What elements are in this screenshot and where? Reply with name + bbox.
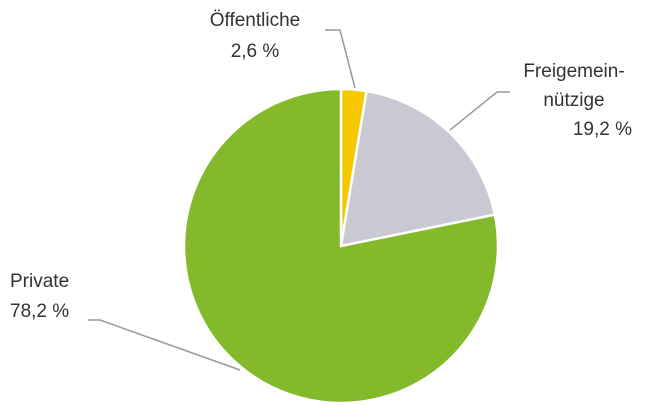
category-label: Freigemein-nützige [523, 61, 625, 111]
category-label: Öffentliche [209, 10, 301, 31]
value-label: 19,2 % [572, 119, 632, 140]
pie-slice [339, 89, 497, 248]
value-label: 78,2 % [10, 301, 70, 322]
leader-line [88, 319, 241, 371]
leader-line [325, 29, 356, 89]
value-label: 2,6 % [230, 41, 280, 62]
category-label: Private [10, 271, 70, 292]
pie-slice [182, 87, 500, 405]
leader-line [449, 91, 510, 131]
